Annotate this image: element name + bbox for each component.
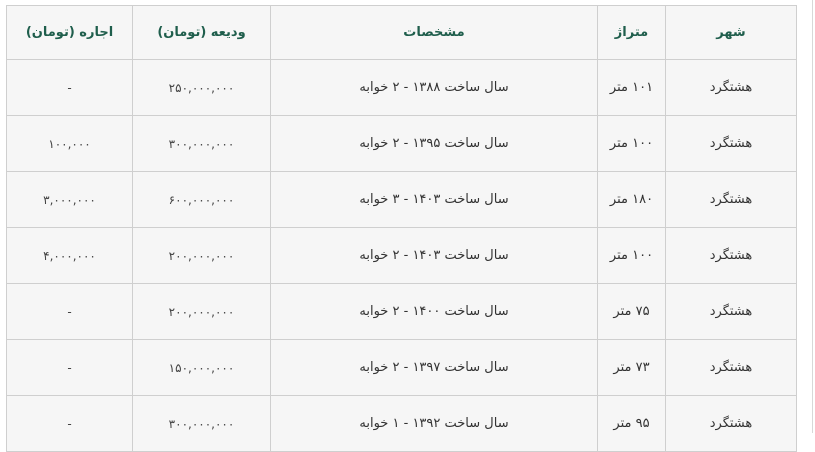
- cell-area: ۱۰۰ متر: [597, 227, 666, 284]
- cell-specs: سال ساخت ۱۳۹۷ - ۲ خوابه: [270, 339, 598, 396]
- cell-area: ۷۵ متر: [597, 283, 666, 340]
- cell-specs: سال ساخت ۱۳۹۲ - ۱ خوابه: [270, 395, 598, 452]
- cell-deposit: ۲۰۰,۰۰۰,۰۰۰: [132, 227, 271, 284]
- page-edge-divider: [812, 0, 813, 433]
- cell-specs: سال ساخت ۱۳۸۸ - ۲ خوابه: [270, 59, 598, 116]
- table-row: هشتگرد ۱۰۰ متر سال ساخت ۱۳۹۵ - ۲ خوابه ۳۰۰,…: [6, 115, 797, 172]
- table-row: هشتگرد ۱۰۱ متر سال ساخت ۱۳۸۸ - ۲ خوابه ۲۵۰,…: [6, 59, 797, 116]
- cell-city: هشتگرد: [665, 227, 797, 284]
- cell-city: هشتگرد: [665, 171, 797, 228]
- cell-city: هشتگرد: [665, 59, 797, 116]
- cell-city: هشتگرد: [665, 115, 797, 172]
- cell-deposit: ۲۰۰,۰۰۰,۰۰۰: [132, 283, 271, 340]
- rental-table-container: شهر متراژ مشخصات ودیعه (تومان) اجاره (تو…: [6, 5, 797, 452]
- table-row: هشتگرد ۷۳ متر سال ساخت ۱۳۹۷ - ۲ خوابه ۱۵۰,۰…: [6, 339, 797, 396]
- cell-deposit: ۶۰۰,۰۰۰,۰۰۰: [132, 171, 271, 228]
- cell-deposit: ۳۰۰,۰۰۰,۰۰۰: [132, 115, 271, 172]
- cell-rent: -: [6, 395, 133, 452]
- rental-table: شهر متراژ مشخصات ودیعه (تومان) اجاره (تو…: [6, 5, 797, 452]
- cell-deposit: ۲۵۰,۰۰۰,۰۰۰: [132, 59, 271, 116]
- cell-area: ۱۰۰ متر: [597, 115, 666, 172]
- cell-rent: -: [6, 339, 133, 396]
- header-area: متراژ: [597, 5, 666, 60]
- table-header-row: شهر متراژ مشخصات ودیعه (تومان) اجاره (تو…: [6, 5, 797, 60]
- cell-rent: ۳,۰۰۰,۰۰۰: [6, 171, 133, 228]
- cell-area: ۱۸۰ متر: [597, 171, 666, 228]
- cell-city: هشتگرد: [665, 283, 797, 340]
- cell-specs: سال ساخت ۱۴۰۳ - ۲ خوابه: [270, 227, 598, 284]
- cell-rent: -: [6, 283, 133, 340]
- table-row: هشتگرد ۱۰۰ متر سال ساخت ۱۴۰۳ - ۲ خوابه ۲۰۰,…: [6, 227, 797, 284]
- cell-area: ۹۵ متر: [597, 395, 666, 452]
- cell-deposit: ۳۰۰,۰۰۰,۰۰۰: [132, 395, 271, 452]
- cell-rent: -: [6, 59, 133, 116]
- table-row: هشتگرد ۱۸۰ متر سال ساخت ۱۴۰۳ - ۳ خوابه ۶۰۰,…: [6, 171, 797, 228]
- cell-rent: ۴,۰۰۰,۰۰۰: [6, 227, 133, 284]
- cell-specs: سال ساخت ۱۴۰۳ - ۳ خوابه: [270, 171, 598, 228]
- cell-specs: سال ساخت ۱۳۹۵ - ۲ خوابه: [270, 115, 598, 172]
- table-row: هشتگرد ۷۵ متر سال ساخت ۱۴۰۰ - ۲ خوابه ۲۰۰,۰…: [6, 283, 797, 340]
- cell-area: ۷۳ متر: [597, 339, 666, 396]
- header-deposit: ودیعه (تومان): [132, 5, 271, 60]
- cell-area: ۱۰۱ متر: [597, 59, 666, 116]
- header-city: شهر: [665, 5, 797, 60]
- cell-specs: سال ساخت ۱۴۰۰ - ۲ خوابه: [270, 283, 598, 340]
- cell-city: هشتگرد: [665, 395, 797, 452]
- cell-rent: ۱۰۰,۰۰۰: [6, 115, 133, 172]
- table-row: هشتگرد ۹۵ متر سال ساخت ۱۳۹۲ - ۱ خوابه ۳۰۰,۰…: [6, 395, 797, 452]
- header-rent: اجاره (تومان): [6, 5, 133, 60]
- cell-city: هشتگرد: [665, 339, 797, 396]
- header-specs: مشخصات: [270, 5, 598, 60]
- cell-deposit: ۱۵۰,۰۰۰,۰۰۰: [132, 339, 271, 396]
